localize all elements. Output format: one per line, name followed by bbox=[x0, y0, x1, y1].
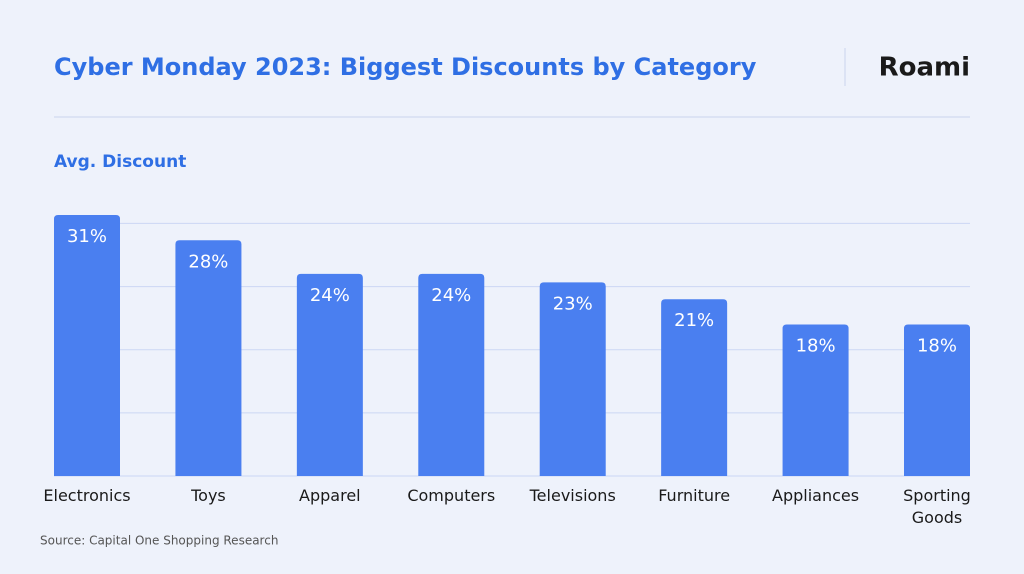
x-tick-label: Electronics bbox=[43, 486, 131, 505]
x-tick-label: Computers bbox=[407, 486, 496, 505]
y-axis-label: Avg. Discount bbox=[54, 152, 186, 172]
x-tick-label: Sporting Goods bbox=[903, 486, 971, 527]
bar bbox=[418, 273, 485, 476]
bar bbox=[904, 324, 970, 476]
x-tick-label: Appliances bbox=[772, 486, 860, 505]
value-label: 28% bbox=[188, 251, 228, 272]
value-label: 23% bbox=[553, 293, 593, 314]
value-label: 24% bbox=[310, 285, 350, 306]
bar bbox=[175, 240, 242, 476]
bar bbox=[782, 324, 849, 476]
x-tick-label: Furniture bbox=[658, 486, 731, 505]
bar bbox=[661, 299, 728, 476]
x-tick-label: Apparel bbox=[299, 486, 361, 505]
bar bbox=[539, 282, 606, 476]
chart-title: Cyber Monday 2023: Biggest Discounts by … bbox=[54, 53, 757, 81]
brand-logo: Roami bbox=[879, 53, 970, 83]
x-tick-label: Televisions bbox=[529, 486, 616, 505]
value-label: 18% bbox=[917, 335, 957, 356]
bar bbox=[54, 215, 120, 476]
value-label: 31% bbox=[67, 226, 107, 247]
value-label: 24% bbox=[431, 285, 471, 306]
value-label: 18% bbox=[796, 335, 836, 356]
value-label: 21% bbox=[674, 310, 714, 331]
bar bbox=[296, 273, 363, 476]
x-tick-label: Toys bbox=[191, 486, 226, 505]
source-note: Source: Capital One Shopping Research bbox=[40, 534, 278, 548]
